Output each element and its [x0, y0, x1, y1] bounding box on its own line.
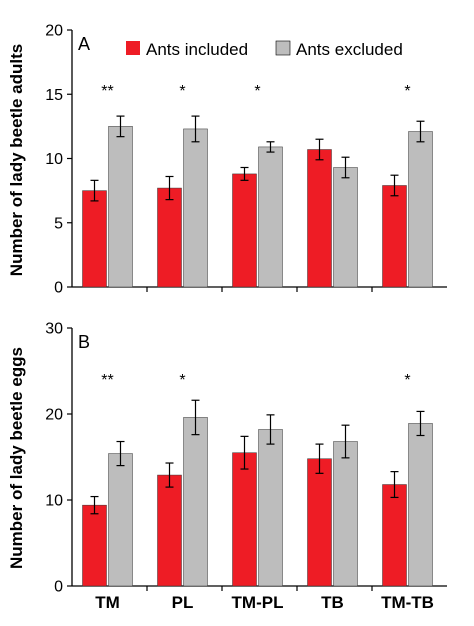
y-tick-label: 15	[45, 87, 63, 104]
x-category-label: PL	[172, 593, 194, 612]
legend: Ants included Ants excluded	[126, 40, 403, 59]
y-tick-label: 30	[45, 321, 63, 338]
bar-ants-included	[157, 187, 182, 288]
y-tick-label: 10	[45, 493, 63, 510]
bar-ants-excluded	[258, 429, 283, 587]
panel-label-a: A	[78, 34, 90, 54]
significance-mark: *	[404, 372, 410, 389]
x-category-label: TM-TB	[381, 593, 434, 612]
y-tick-label: 20	[45, 407, 63, 424]
legend-label-excluded: Ants excluded	[296, 40, 403, 59]
bar-ants-included	[382, 484, 407, 587]
bar-ants-included	[382, 185, 407, 288]
bar-ants-included	[157, 474, 182, 587]
bar-ants-excluded	[333, 441, 358, 587]
significance-mark: *	[179, 83, 185, 100]
bar-ants-excluded	[258, 146, 283, 288]
bar-ants-excluded	[108, 126, 133, 288]
bar-ants-included	[232, 173, 257, 288]
bar-ants-included	[232, 452, 257, 587]
legend-label-included: Ants included	[146, 40, 248, 59]
y-tick-label: 5	[54, 215, 63, 232]
legend-swatch-excluded	[275, 40, 291, 56]
bar-ants-excluded	[183, 417, 208, 587]
bar-ants-excluded	[333, 167, 358, 288]
x-category-label: TB	[321, 593, 344, 612]
x-category-label: TM	[95, 593, 120, 612]
significance-mark: *	[404, 83, 410, 100]
significance-mark: *	[179, 372, 185, 389]
significance-mark: **	[101, 372, 113, 389]
bar-ants-included	[307, 149, 332, 288]
panel-label-b: B	[78, 332, 90, 352]
y-axis-label-eggs: Number of lady beetle eggs	[7, 347, 26, 569]
bar-ants-excluded	[408, 131, 433, 288]
y-axis-label-adults: Number of lady beetle adults	[7, 44, 26, 276]
chart-panel-a: Number of lady beetle adults A Ants incl…	[7, 23, 447, 297]
significance-mark: **	[101, 83, 113, 100]
bar-ants-included	[82, 190, 107, 288]
legend-swatch-included	[126, 41, 140, 55]
bar-ants-excluded	[183, 128, 208, 288]
bar-ants-excluded	[408, 423, 433, 587]
y-tick-label: 0	[54, 280, 63, 297]
bar-ants-excluded	[108, 453, 133, 587]
chart-panel-b: Number of lady beetle eggs B 0102030**TM…	[7, 321, 447, 612]
y-tick-label: 0	[54, 579, 63, 596]
significance-mark: *	[254, 83, 260, 100]
x-category-label: TM-PL	[232, 593, 284, 612]
bar-ants-included	[307, 458, 332, 587]
y-tick-label: 20	[45, 23, 63, 40]
y-tick-label: 10	[45, 151, 63, 168]
bar-ants-included	[82, 504, 107, 587]
